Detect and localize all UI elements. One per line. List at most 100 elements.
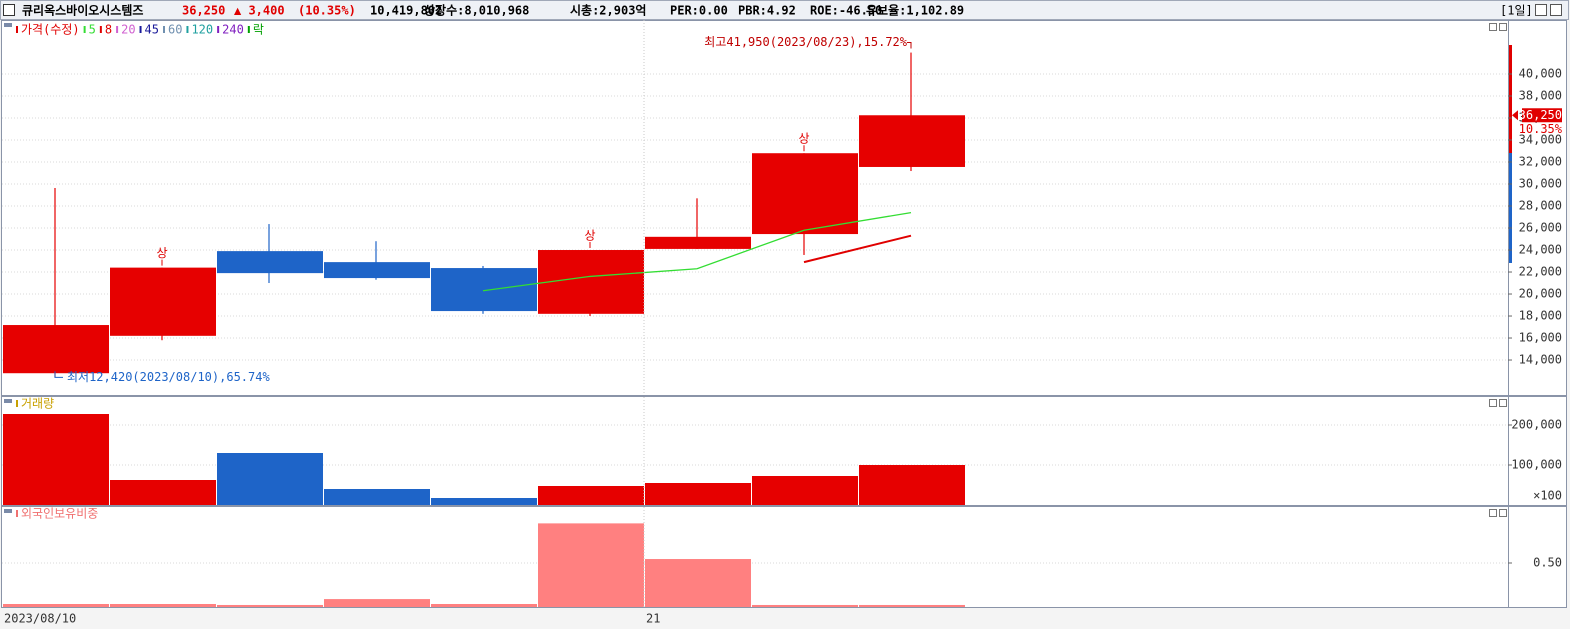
panel-minimize[interactable] <box>1489 399 1497 407</box>
foreign-panel <box>1 506 1567 608</box>
low-arrow <box>54 371 63 378</box>
y-tick-label: 28,000 <box>1519 199 1562 213</box>
bar <box>859 604 965 607</box>
bar <box>859 465 965 505</box>
candle-body <box>324 262 430 279</box>
axis-range-up <box>1509 45 1512 153</box>
low-annotation: 최저12,420(2023/08/10),65.74% <box>67 370 270 384</box>
change: ▲ 3,400 <box>234 4 285 18</box>
legend-swatch <box>83 26 86 33</box>
bar <box>324 599 430 607</box>
maximize-button[interactable] <box>1535 4 1547 16</box>
bar <box>752 476 858 505</box>
bar <box>110 604 216 607</box>
stock-name: 큐리옥스바이오시스템즈 <box>22 3 143 18</box>
y-tick-label: 34,000 <box>1519 133 1562 147</box>
volume: 10,419,802 <box>370 4 442 18</box>
bar <box>538 523 644 607</box>
legend-swatch <box>139 26 142 33</box>
y-tick-label: 0.50 <box>1533 555 1562 569</box>
axis-range-down <box>1509 153 1512 263</box>
panel-minimize[interactable] <box>1489 509 1497 517</box>
ma-line <box>803 234 912 264</box>
legend-label: 45 <box>145 23 159 37</box>
legend-swatch <box>16 400 18 407</box>
y-tick-label: 32,000 <box>1519 155 1562 169</box>
legend-swatch <box>16 26 18 33</box>
bars <box>3 414 965 505</box>
panel-handle[interactable] <box>4 509 12 513</box>
y-tick-label: 26,000 <box>1519 221 1562 235</box>
legend-label: 240 <box>222 23 244 37</box>
candle-body <box>645 236 751 249</box>
period[interactable]: [1일] <box>1500 4 1533 18</box>
high-arrow <box>907 42 912 49</box>
bar <box>3 414 109 505</box>
panel-title: 거래량 <box>21 397 54 411</box>
y-tick-label: 16,000 <box>1519 331 1562 345</box>
last-price-box <box>1522 108 1562 123</box>
legend-swatch <box>16 510 18 517</box>
bar <box>645 483 751 505</box>
y-tick-label: 30,000 <box>1519 177 1562 191</box>
candle-body <box>217 251 323 274</box>
high-annotation: 최고41,950(2023/08/23),15.72% <box>704 35 907 49</box>
legend-label: 5 <box>89 23 96 37</box>
panel-close[interactable] <box>1499 23 1507 31</box>
y-tick-label: 14,000 <box>1519 353 1562 367</box>
bar <box>431 604 537 607</box>
legend-label: 120 <box>191 23 213 37</box>
panel-title: 외국인보유비중 <box>21 507 98 521</box>
header-bar <box>0 0 1569 20</box>
y-tick-label: 22,000 <box>1519 265 1562 279</box>
legend-swatch <box>163 26 165 33</box>
legend-swatch <box>186 26 189 33</box>
y-tick-label: 100,000 <box>1511 458 1562 472</box>
candle-body <box>3 325 109 374</box>
listed-shares: 상장수:8,010,968 <box>424 3 529 18</box>
limit-up-mark: 상 <box>798 132 809 146</box>
bar <box>217 604 323 607</box>
legend-swatch <box>217 26 220 33</box>
reserve-ratio: 유보율:1,102.89 <box>866 4 964 18</box>
unit-label: ×100 <box>1533 489 1562 503</box>
y-tick-label: 20,000 <box>1519 287 1562 301</box>
candle-body <box>752 153 858 235</box>
y-tick-label: 24,000 <box>1519 243 1562 257</box>
legend-swatch <box>247 26 250 33</box>
bar <box>431 498 537 505</box>
y-tick-label: 200,000 <box>1511 418 1562 432</box>
market-cap: 시총:2,903억 <box>570 3 646 18</box>
panel-close[interactable] <box>1499 399 1507 407</box>
bar <box>645 559 751 607</box>
bar <box>752 604 858 607</box>
close-button[interactable] <box>1550 4 1562 16</box>
panel-handle[interactable] <box>4 23 12 27</box>
legend-swatch <box>99 26 102 33</box>
panel-buttons <box>1489 23 1507 517</box>
limit-up-mark: 상 <box>156 246 167 260</box>
x-tick-label: 2023/08/10 <box>4 612 76 626</box>
legend-label: 60 <box>168 23 182 37</box>
y-tick-label: 40,000 <box>1519 67 1562 81</box>
panel-minimize[interactable] <box>1489 23 1497 31</box>
candles <box>3 52 965 378</box>
legend-swatch <box>116 26 119 33</box>
bar <box>538 486 644 505</box>
legend-label: 락 <box>253 23 264 37</box>
y-tick-label: 38,000 <box>1519 89 1562 103</box>
per: PER:0.00 <box>670 4 728 18</box>
change-rate: (10.35%) <box>298 4 356 18</box>
legend-label: 8 <box>105 23 112 37</box>
bar <box>110 480 216 505</box>
checkbox[interactable] <box>3 4 15 16</box>
candle-body <box>110 267 216 336</box>
panel-close[interactable] <box>1499 509 1507 517</box>
bars <box>3 523 965 607</box>
roe: ROE:-46.50 <box>810 4 882 18</box>
candle-body <box>431 268 537 312</box>
last-price: 36,250 <box>1519 108 1562 122</box>
last-price-pointer <box>1512 110 1518 121</box>
panel-handle[interactable] <box>4 399 12 403</box>
